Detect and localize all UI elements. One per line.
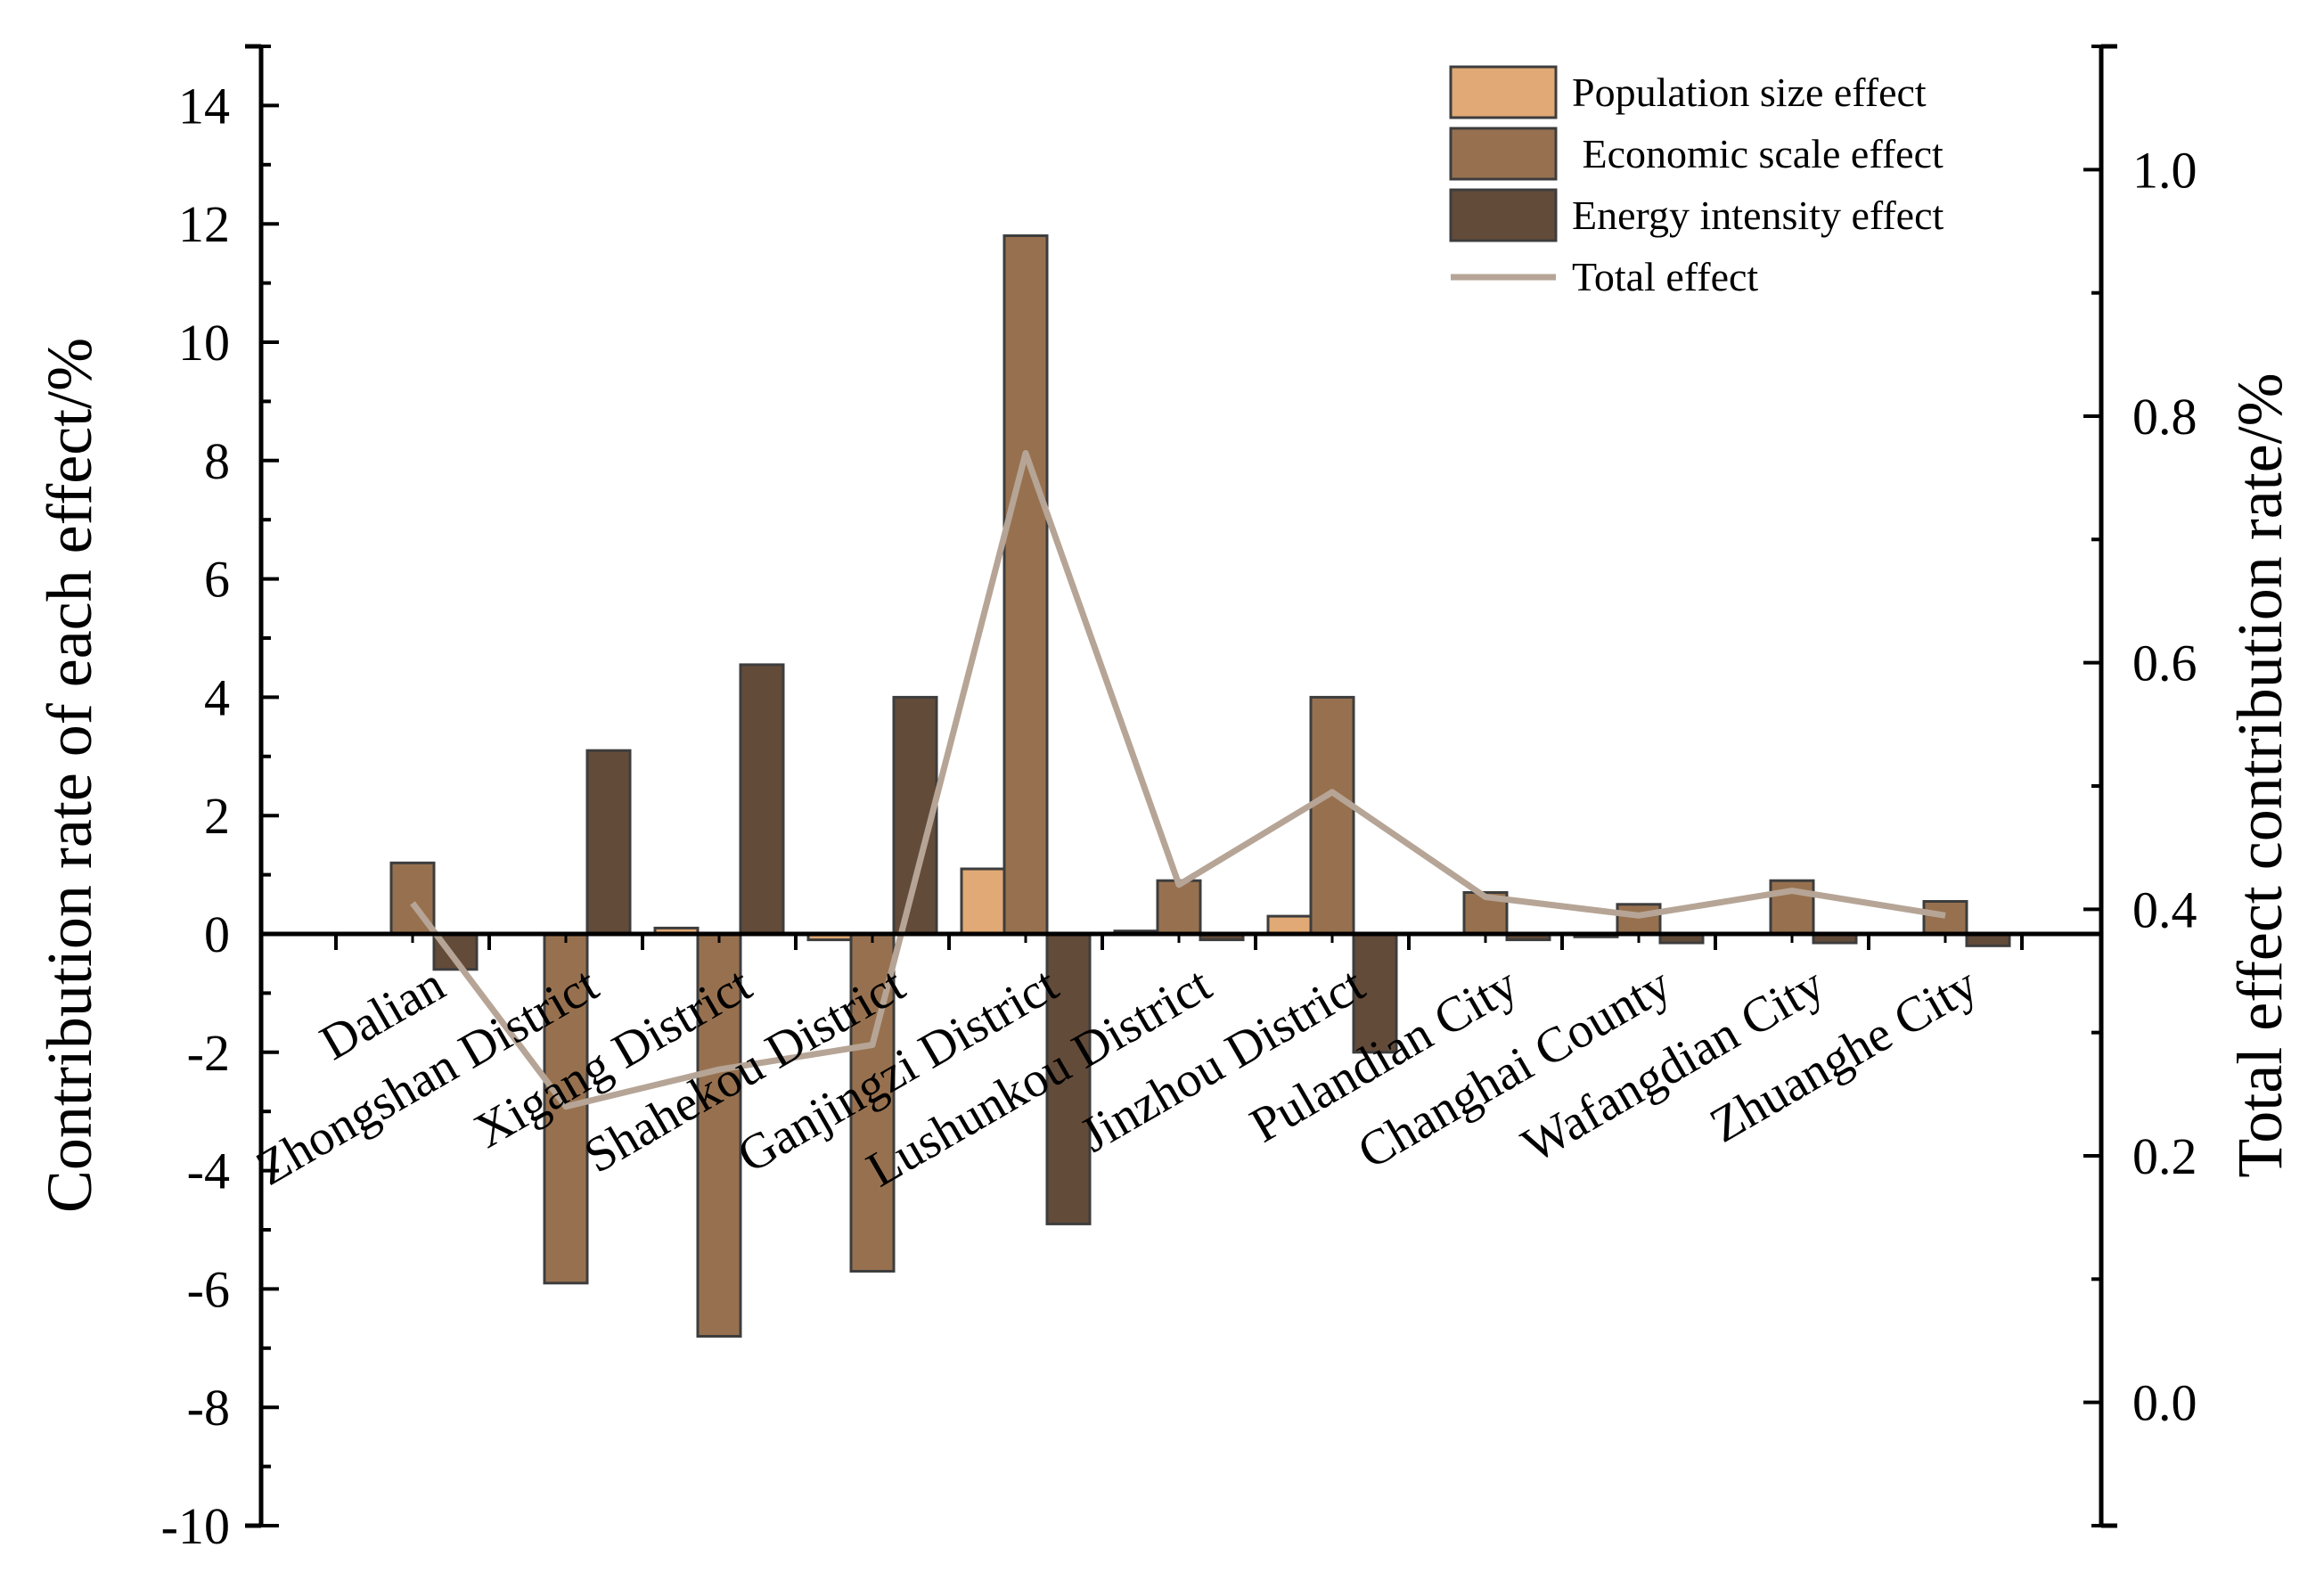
bar-2-5 xyxy=(1156,879,1202,936)
y-tick-label: 8 xyxy=(204,432,230,490)
y2-tick-label: 0.8 xyxy=(2132,388,2197,446)
bar-3-1 xyxy=(585,749,632,936)
bar-2-6 xyxy=(1309,695,1355,936)
legend: Population size effect Economic scale ef… xyxy=(1449,65,1943,299)
legend-label: Energy intensity effect xyxy=(1572,192,1943,238)
y-tick-label: -4 xyxy=(187,1142,230,1200)
legend-label: Economic scale effect xyxy=(1572,131,1943,176)
y-tick-label: -2 xyxy=(187,1024,230,1082)
y-tick-label: 0 xyxy=(204,905,230,963)
y-tick-label: -10 xyxy=(161,1497,230,1555)
legend-label: Total effect xyxy=(1572,254,1758,299)
bar-2-10 xyxy=(1922,900,1968,936)
total-effect-line xyxy=(410,450,1946,1110)
y2-tick-label: 0.2 xyxy=(2132,1127,2197,1185)
y2-axis-title: Total effect contribution rate/% xyxy=(2224,373,2295,1177)
y-tick-label: 14 xyxy=(178,77,230,135)
y-tick-label: 4 xyxy=(204,668,230,726)
y2-tick-label: 0.0 xyxy=(2132,1374,2197,1432)
y-tick-label: -8 xyxy=(187,1379,230,1437)
bar-1-6 xyxy=(1266,914,1313,936)
y-tick-label: 10 xyxy=(178,314,230,372)
bar-2-2 xyxy=(696,932,742,1338)
y-tick-label: -6 xyxy=(187,1260,230,1318)
y2-tick-label: 1.0 xyxy=(2132,141,2197,199)
bar-3-2 xyxy=(739,663,785,936)
bar-1-4 xyxy=(960,867,1006,936)
y-tick-label: 2 xyxy=(204,787,230,845)
legend-swatch xyxy=(1449,127,1558,181)
y2-tick-label: 0.6 xyxy=(2132,635,2197,692)
legend-swatch xyxy=(1449,65,1558,119)
y2-tick-label: 0.4 xyxy=(2132,880,2197,938)
y-axis-title: Contribution rate of each effect/% xyxy=(34,338,105,1213)
y-tick-label: 6 xyxy=(204,551,230,609)
legend-label: Population size effect xyxy=(1572,70,1927,115)
bar-2-8 xyxy=(1616,903,1662,936)
bar-2-4 xyxy=(1002,234,1049,936)
y-tick-label: 12 xyxy=(178,195,230,253)
legend-swatch xyxy=(1449,188,1558,242)
